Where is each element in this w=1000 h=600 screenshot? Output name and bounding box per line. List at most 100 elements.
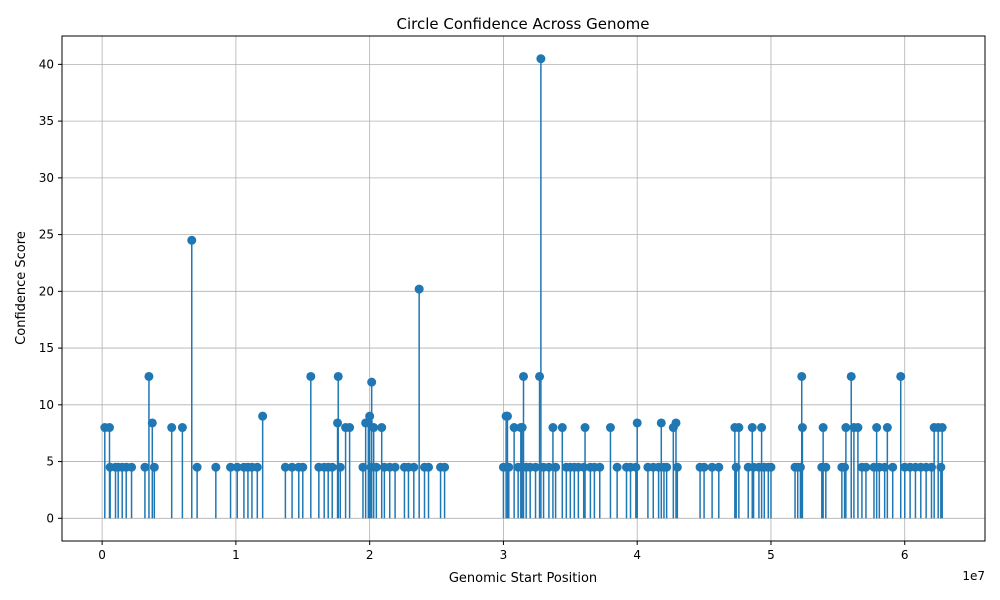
stem-marker bbox=[258, 411, 268, 421]
stem-marker bbox=[226, 462, 236, 472]
stem-marker bbox=[147, 418, 157, 428]
stem-marker bbox=[298, 462, 308, 472]
chart-title: Circle Confidence Across Genome bbox=[396, 15, 649, 33]
x-tick-label: 2 bbox=[366, 548, 374, 562]
stem-marker bbox=[149, 462, 159, 472]
stem-marker bbox=[707, 462, 717, 472]
stem-marker bbox=[509, 423, 519, 433]
stem-marker bbox=[671, 418, 681, 428]
x-tick-label: 4 bbox=[633, 548, 641, 562]
x-tick-label: 6 bbox=[901, 548, 909, 562]
stem-marker bbox=[167, 423, 177, 433]
stem-marker bbox=[365, 411, 375, 421]
stem-marker bbox=[557, 423, 567, 433]
stem-marker bbox=[605, 423, 615, 433]
y-tick-label: 0 bbox=[46, 511, 54, 525]
stem-marker bbox=[127, 462, 137, 472]
stem-marker bbox=[140, 462, 150, 472]
stem-marker bbox=[612, 462, 622, 472]
plot-frame bbox=[61, 35, 986, 542]
stem-marker bbox=[390, 462, 400, 472]
stem-marker bbox=[377, 423, 387, 433]
x-tick-label: 5 bbox=[767, 548, 775, 562]
stem-marker bbox=[766, 462, 776, 472]
stem-marker bbox=[861, 462, 871, 472]
stem-marker bbox=[795, 462, 805, 472]
stem-marker bbox=[595, 462, 605, 472]
stem-marker bbox=[872, 423, 882, 433]
stem-marker bbox=[714, 462, 724, 472]
stem-marker bbox=[280, 462, 290, 472]
stem-marker bbox=[504, 462, 514, 472]
stem-marker bbox=[551, 462, 561, 472]
stem-marker bbox=[880, 462, 890, 472]
stem-marker bbox=[144, 371, 154, 381]
stem-marker bbox=[287, 462, 297, 472]
y-tick-label: 15 bbox=[39, 341, 54, 355]
stem-marker bbox=[177, 423, 187, 433]
stem-marker bbox=[818, 423, 828, 433]
y-tick-label: 5 bbox=[46, 455, 54, 469]
stem-marker bbox=[104, 423, 114, 433]
stem-marker bbox=[531, 462, 541, 472]
stem-marker bbox=[414, 284, 424, 294]
stem-marker bbox=[333, 418, 343, 428]
y-tick-label: 25 bbox=[39, 228, 54, 242]
stem-marker bbox=[734, 423, 744, 433]
stem-marker bbox=[513, 462, 523, 472]
stem-marker bbox=[192, 462, 202, 472]
stem-marker bbox=[926, 462, 936, 472]
stem-lines bbox=[104, 58, 943, 519]
stem-marker bbox=[502, 411, 512, 421]
stem-marker bbox=[882, 423, 892, 433]
stem-marker bbox=[757, 423, 767, 433]
y-tick-label: 35 bbox=[39, 114, 54, 128]
stem-marker bbox=[797, 423, 807, 433]
stem-marker bbox=[580, 423, 590, 433]
stem-marker bbox=[672, 462, 682, 472]
stem-marker bbox=[841, 423, 851, 433]
stem-marker bbox=[536, 54, 546, 64]
stem-marker bbox=[252, 462, 262, 472]
x-axis-title: Genomic Start Position bbox=[449, 571, 597, 586]
stem-marker bbox=[747, 423, 757, 433]
x-tick-label: 3 bbox=[500, 548, 508, 562]
stem-marker bbox=[409, 462, 419, 472]
stem-marker bbox=[731, 462, 741, 472]
stem-marker bbox=[632, 418, 642, 428]
stem-marker bbox=[335, 462, 345, 472]
stem-marker bbox=[345, 423, 355, 433]
x-tick-label: 0 bbox=[98, 548, 106, 562]
x-axis-scale-label: 1e7 bbox=[962, 569, 985, 583]
stem-marker bbox=[535, 371, 545, 381]
y-tick-label: 30 bbox=[39, 171, 54, 185]
stem-marker bbox=[896, 371, 906, 381]
y-tick-label: 10 bbox=[39, 398, 54, 412]
stem-marker bbox=[936, 462, 946, 472]
stem-marker bbox=[367, 377, 377, 387]
y-tick-label: 40 bbox=[39, 57, 54, 71]
x-axis-ticks: 0 1 2 3 4 5 6 bbox=[98, 541, 909, 562]
stem-marker bbox=[306, 371, 316, 381]
stem-marker bbox=[846, 371, 856, 381]
stem-marker bbox=[853, 423, 863, 433]
stem-marker bbox=[579, 462, 589, 472]
stem-marker bbox=[333, 371, 343, 381]
stem-marker bbox=[369, 423, 379, 433]
stem-marker bbox=[519, 371, 528, 381]
x-tick-label: 1 bbox=[232, 548, 240, 562]
stem-marker bbox=[937, 423, 947, 433]
stem-marker bbox=[821, 462, 831, 472]
stem-marker bbox=[699, 462, 709, 472]
stem-marker bbox=[187, 235, 197, 245]
stem-marker bbox=[440, 462, 450, 472]
stem-marker bbox=[517, 423, 527, 433]
y-tick-label: 20 bbox=[39, 284, 54, 298]
stem-marker bbox=[232, 462, 242, 472]
stem-marker bbox=[797, 371, 807, 381]
stem-marker bbox=[358, 462, 368, 472]
stem-marker bbox=[662, 462, 672, 472]
stem-marker bbox=[327, 462, 337, 472]
stem-marker bbox=[840, 462, 850, 472]
